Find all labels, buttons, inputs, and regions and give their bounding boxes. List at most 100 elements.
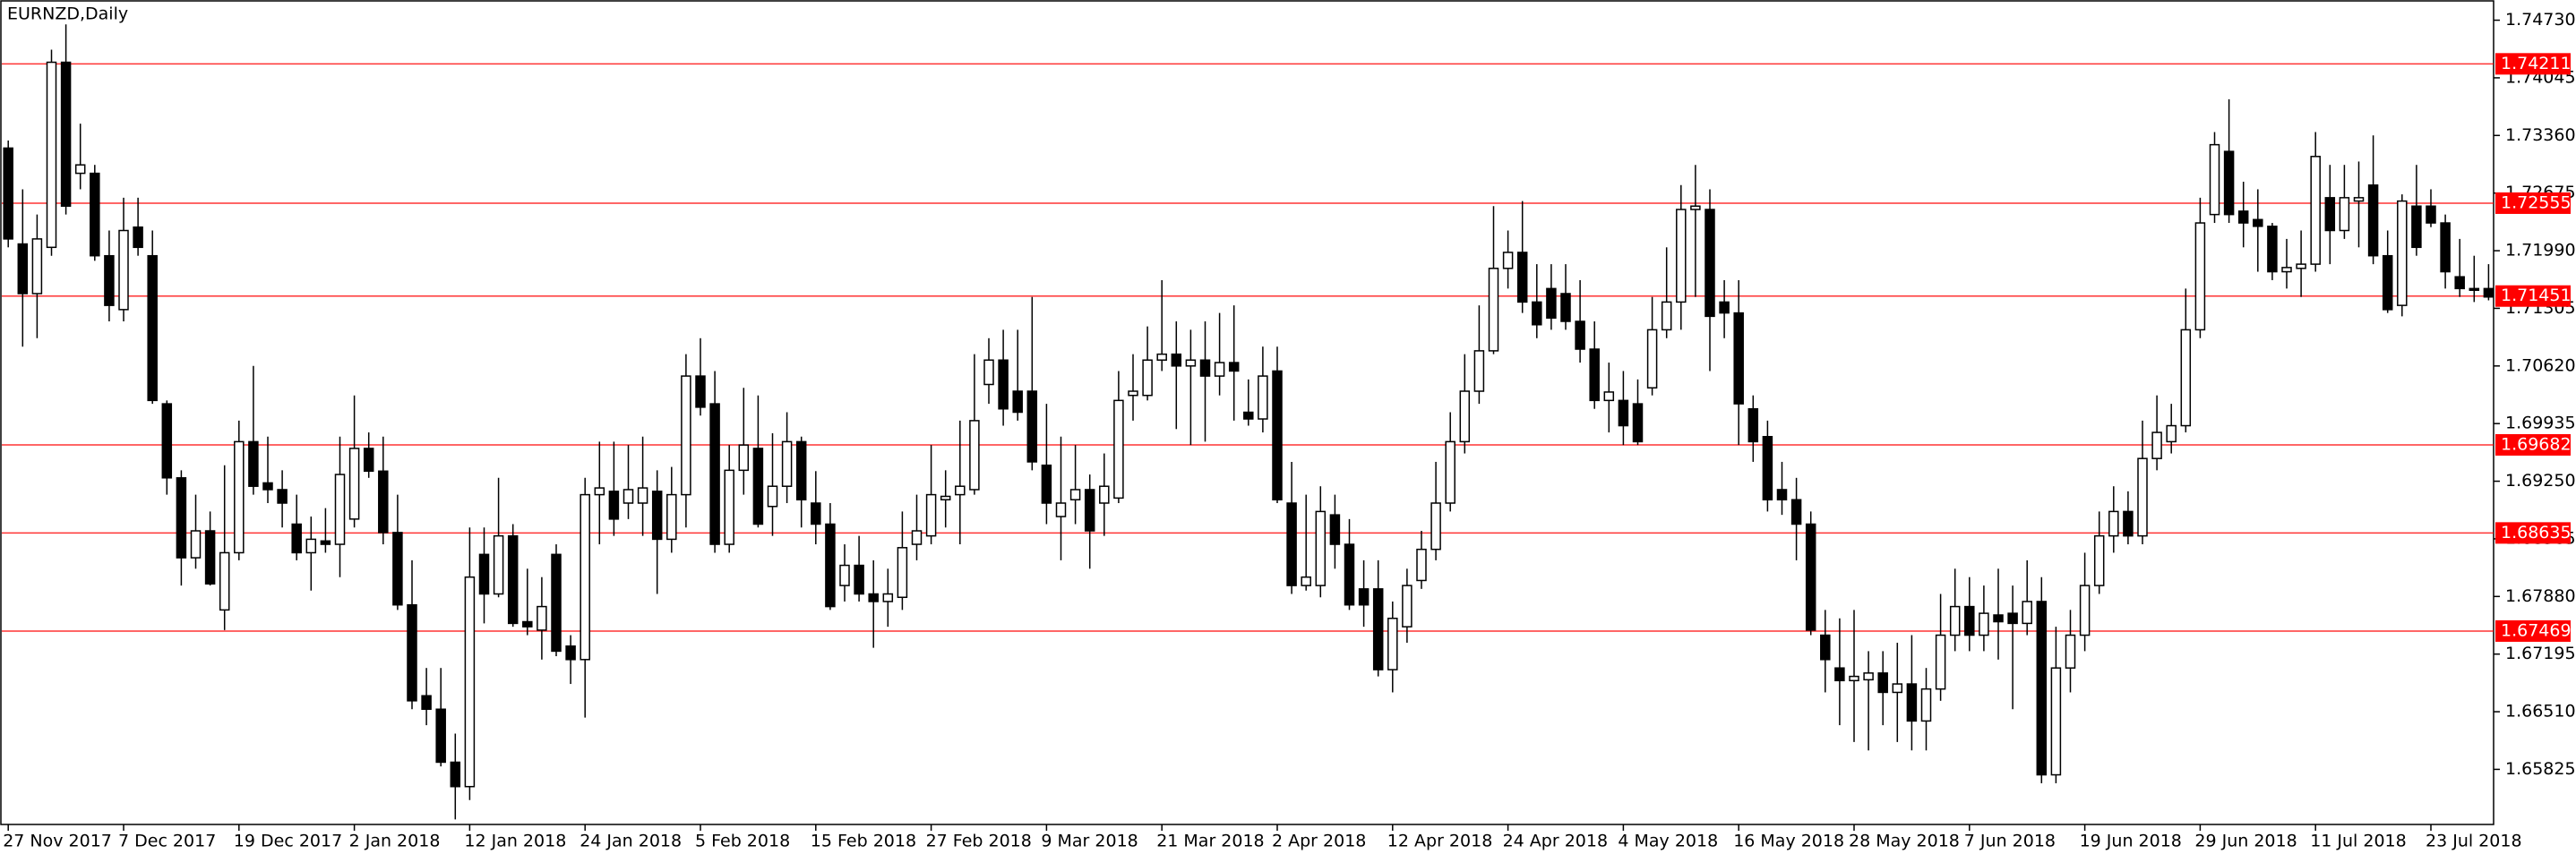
x-tick-label: 28 May 2018: [1849, 832, 1960, 851]
candle-body-down: [17, 243, 29, 295]
y-tick-label: 1.67880: [2505, 586, 2576, 606]
x-tick-label: 19 Jun 2018: [2080, 832, 2182, 851]
candle-body-up: [348, 448, 360, 520]
candle-body-up: [1502, 252, 1514, 269]
candle-body-down: [1084, 489, 1095, 532]
level-label: 1.71451: [2501, 286, 2572, 305]
candle-body-up: [1849, 675, 1859, 682]
candle-body-up: [1430, 502, 1441, 551]
candle-body-down: [1041, 464, 1052, 504]
candle-body-up: [2079, 585, 2091, 636]
candle-body-down: [1632, 403, 1644, 443]
candle-body-down: [1358, 588, 1370, 606]
x-tick-label: 19 Dec 2017: [234, 832, 342, 851]
candle-body-down: [868, 593, 879, 602]
chart-title: EURNZD,Daily: [7, 4, 128, 24]
candle-body-up: [118, 229, 129, 311]
candle-body-up: [2093, 534, 2105, 586]
candle-body-up: [305, 538, 317, 554]
x-tick-label: 2 Apr 2018: [1272, 832, 1366, 851]
candle-body-up: [1142, 359, 1153, 397]
candle-body-up: [767, 485, 778, 508]
candle-body-down: [2367, 184, 2379, 257]
candle-body-up: [493, 534, 504, 595]
candle-body-down: [752, 448, 764, 525]
level-label: 1.72555: [2501, 192, 2572, 212]
candle-body-down: [695, 375, 706, 408]
candle-body-down: [291, 523, 302, 554]
candle-body-up: [940, 495, 951, 500]
candle-body-down: [565, 645, 576, 661]
candle-body-up: [623, 489, 634, 504]
candle-body-down: [421, 695, 432, 710]
candle-body-up: [1676, 209, 1687, 303]
candle-body-up: [2209, 143, 2220, 216]
candle-body-down: [2237, 210, 2249, 224]
y-tick-label: 1.71990: [2505, 241, 2576, 260]
candle-body-down: [2267, 226, 2278, 273]
y-tick-label: 1.74730: [2505, 10, 2576, 30]
candle-body-down: [204, 530, 216, 585]
candle-body-down: [1747, 407, 1759, 443]
candle-body-down: [2223, 150, 2235, 216]
candle-body-down: [378, 470, 389, 534]
candle-body-up: [882, 593, 894, 602]
candle-body-up: [839, 564, 850, 586]
candle-body-up: [1949, 605, 1961, 636]
candle-body-down: [1834, 667, 1845, 682]
candle-body-down: [1199, 359, 1211, 377]
candle-body-up: [1301, 576, 1311, 586]
candle-body-up: [1920, 687, 1932, 722]
level-label-box: [2495, 285, 2571, 307]
candle-body-down: [2454, 276, 2465, 290]
candle-body-down: [507, 534, 519, 625]
candle-body-up: [2050, 667, 2062, 776]
candle-body-up: [1402, 585, 1413, 628]
candle-body-up: [1214, 362, 1225, 377]
candle-body-down: [1329, 514, 1341, 545]
candle-body-up: [234, 440, 245, 554]
candle-body-down: [2469, 287, 2480, 291]
x-tick-label: 27 Nov 2017: [3, 832, 112, 851]
candle-body-up: [1646, 329, 1658, 389]
candle-body-up: [2194, 222, 2206, 331]
y-tick-label: 1.70620: [2505, 355, 2576, 375]
candle-body-up: [1892, 683, 1903, 694]
candle-body-down: [1993, 614, 2004, 623]
candle-body-down: [363, 448, 374, 473]
level-label-box: [2495, 192, 2571, 214]
candle-body-down: [1719, 301, 1730, 314]
level-label: 1.68635: [2501, 523, 2572, 542]
y-tick-label: 1.73360: [2505, 125, 2576, 145]
x-tick-label: 12 Jan 2018: [464, 832, 566, 851]
candle-body-up: [74, 164, 86, 175]
candle-body-down: [1516, 252, 1528, 303]
x-tick-label: 21 Mar 2018: [1156, 832, 1264, 851]
candle-body-up: [781, 440, 793, 487]
candle-body-down: [825, 523, 836, 608]
candle-body-up: [983, 359, 994, 386]
x-tick-label: 24 Apr 2018: [1503, 832, 1608, 851]
candle-body-down: [608, 491, 620, 520]
candle-body-down: [161, 403, 173, 479]
x-tick-label: 2 Jan 2018: [349, 832, 441, 851]
candle-body-up: [1128, 390, 1138, 397]
candle-body-up: [1055, 502, 1067, 517]
candle-body-down: [709, 403, 720, 545]
candle-body-up: [1661, 301, 1672, 331]
level-label-box: [2495, 433, 2571, 456]
level-label-box: [2495, 53, 2571, 75]
candle-body-down: [1964, 605, 1975, 636]
candle-body-up: [2310, 156, 2321, 265]
candle-body-down: [1805, 523, 1816, 631]
candle-body-down: [1618, 399, 1629, 427]
candle-body-down: [262, 482, 273, 491]
candle-body-down: [320, 540, 331, 545]
candle-body-up: [637, 487, 648, 504]
x-tick-label: 4 May 2018: [1618, 832, 1718, 851]
candle-body-down: [176, 477, 187, 559]
candle-body-down: [1589, 348, 1600, 402]
candle-body-up: [2296, 263, 2306, 269]
candle-body-up: [681, 375, 691, 496]
candle-body-up: [2151, 431, 2162, 459]
